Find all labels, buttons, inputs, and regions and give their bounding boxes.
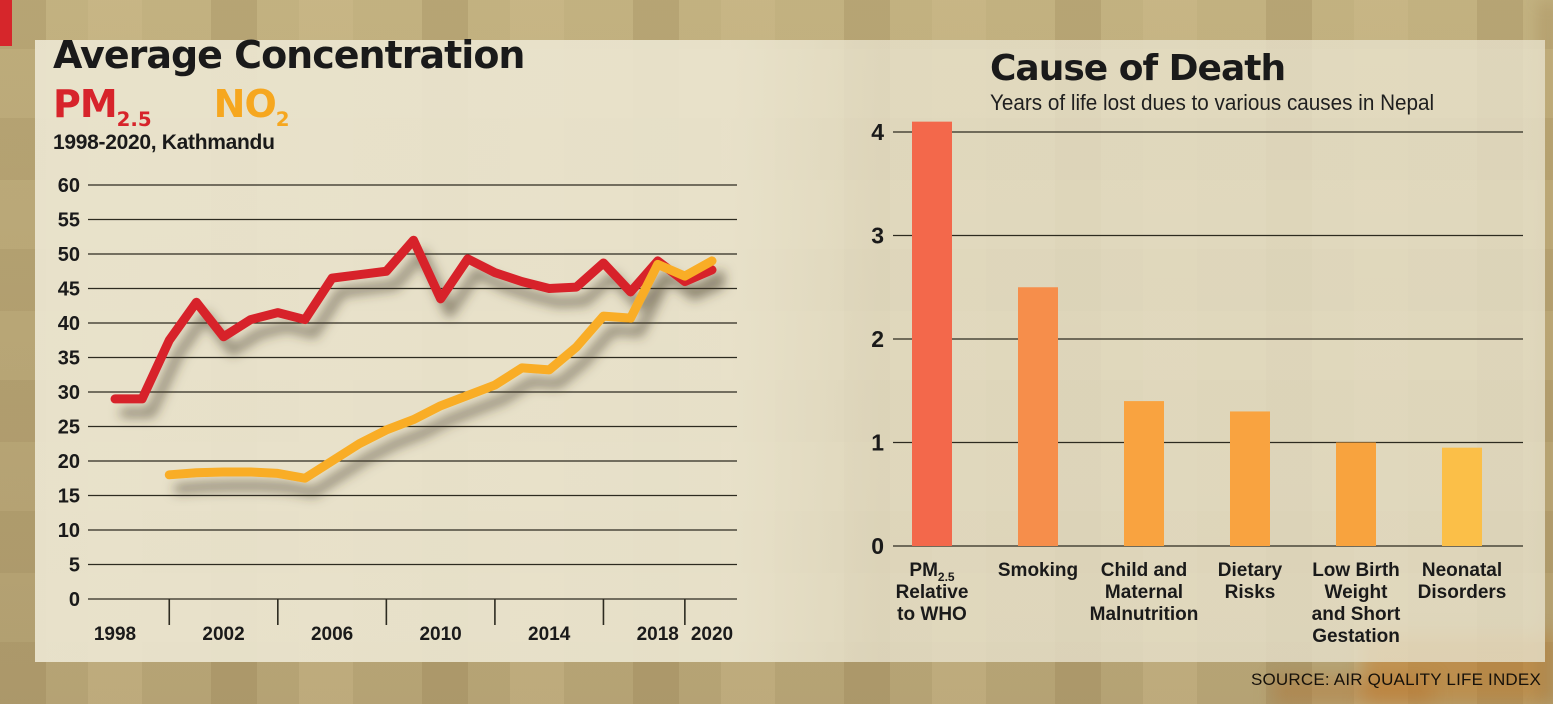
- bar-child-and-maternal-malnutrition: [1124, 401, 1164, 546]
- svg-text:60: 60: [58, 175, 80, 197]
- no2-line: [164, 256, 717, 483]
- label-smoking: Smoking: [998, 560, 1078, 581]
- svg-text:1: 1: [871, 430, 884, 456]
- average-concentration-chart: 0 5 10 15 20 25 30 35 40 45 50 55 60 1998 2002 2006 2010…: [58, 175, 737, 645]
- svg-text:2010: 2010: [419, 624, 461, 645]
- svg-text:25: 25: [58, 417, 80, 439]
- left-x-axis: 1998 2002 2006 2010 2014 2018 2020: [94, 599, 733, 645]
- right-gridlines: [893, 131, 1523, 547]
- svg-text:40: 40: [58, 313, 80, 335]
- left-chart-legend: PM2.5 NO2: [53, 82, 352, 131]
- label-child-and-maternal-malnutrition: Child and Maternal Malnutrition: [1090, 560, 1199, 625]
- svg-text:35: 35: [58, 348, 80, 370]
- legend-no2: NO2: [213, 82, 290, 131]
- bar-smoking: [1018, 287, 1058, 546]
- concentration-lines: [110, 235, 717, 483]
- svg-text:2018: 2018: [637, 624, 679, 645]
- background-texture-patch: [1273, 678, 1433, 704]
- svg-text:45: 45: [58, 279, 80, 301]
- right-chart-subtitle: Years of life lost dues to various cause…: [990, 90, 1435, 115]
- svg-text:2006: 2006: [311, 624, 353, 645]
- bar-dietary-risks: [1230, 411, 1270, 546]
- left-y-axis-labels: 0 5 10 15 20 25 30 35 40 45 50 55 60: [58, 175, 80, 611]
- label-low-birth-weight-and-short-gestation: Low Birth Weight and Short Gestation: [1312, 560, 1401, 647]
- svg-text:2020: 2020: [691, 624, 733, 645]
- svg-text:50: 50: [58, 244, 80, 266]
- svg-text:2: 2: [871, 326, 884, 352]
- svg-text:15: 15: [58, 486, 80, 508]
- bar-neonatal-disorders: [1442, 447, 1482, 546]
- svg-text:0: 0: [871, 533, 884, 559]
- svg-text:2002: 2002: [202, 624, 244, 645]
- label-neonatal-disorders: Neonatal Disorders: [1418, 560, 1507, 603]
- svg-text:10: 10: [58, 520, 80, 542]
- svg-text:2014: 2014: [528, 624, 571, 645]
- right-y-axis-labels: 0 1 2 3 4: [871, 119, 884, 559]
- cause-of-death-bars: [912, 121, 1482, 547]
- label-pm25-relative-to-who: PM2.5 Relative to WHO: [896, 560, 969, 625]
- source-label: SOURCE: AIR QUALITY LIFE INDEX: [1250, 670, 1541, 689]
- svg-text:3: 3: [871, 223, 884, 249]
- infographic-panel: [35, 40, 1545, 662]
- svg-text:30: 30: [58, 382, 80, 404]
- svg-text:4: 4: [871, 119, 884, 145]
- bar-low-birth-weight-and-short-gestation: [1336, 442, 1376, 546]
- background-texture-patch: [1543, 0, 1553, 704]
- right-chart-title: Cause of Death: [990, 48, 1286, 89]
- left-chart-title: Average Concentration: [53, 33, 525, 77]
- svg-text:1998: 1998: [94, 624, 136, 645]
- bar-category-labels: PM2.5 Relative to WHO Smoking Child and Mater…: [896, 560, 1507, 647]
- left-chart-subtitle: 1998-2020, Kathmandu: [53, 131, 275, 154]
- legend-pm25: PM2.5: [53, 82, 152, 131]
- cause-of-death-chart: 0 1 2 3 4 PM2.5 Relative to WHO Smoking Child and…: [871, 119, 1523, 647]
- red-accent-tab: [0, 0, 12, 46]
- svg-text:55: 55: [58, 210, 80, 232]
- pm25-line: [110, 235, 717, 404]
- svg-text:0: 0: [69, 589, 80, 611]
- label-dietary-risks: Dietary Risks: [1218, 560, 1283, 603]
- svg-text:20: 20: [58, 451, 80, 473]
- svg-text:5: 5: [69, 555, 80, 577]
- bar-pm25-relative-to-who: [912, 121, 952, 547]
